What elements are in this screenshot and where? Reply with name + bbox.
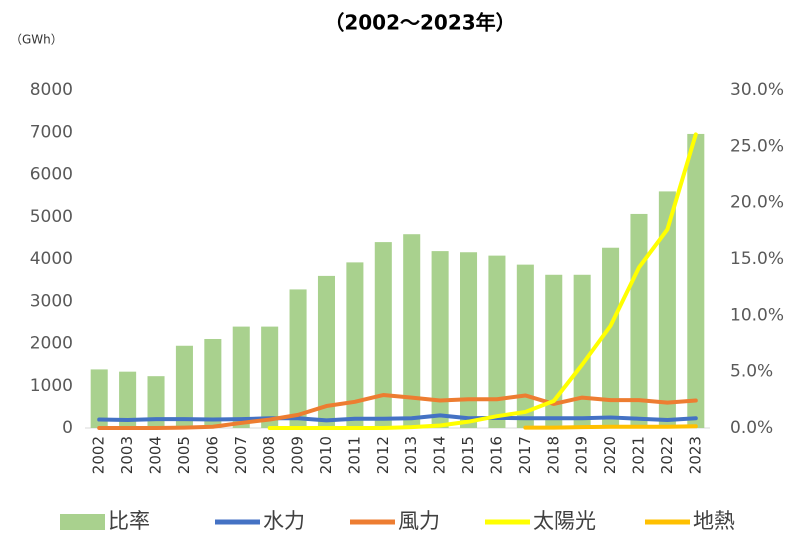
bar	[658, 191, 676, 428]
line	[267, 132, 698, 430]
bar	[630, 213, 648, 428]
x-tick-label: 2011	[345, 436, 363, 474]
bar	[573, 274, 591, 428]
y-axis-label: （GWh）	[10, 33, 63, 47]
x-tick-label: 2015	[459, 436, 477, 474]
bar	[232, 326, 250, 428]
x-tick-label: 2021	[629, 436, 647, 474]
bar	[687, 133, 705, 428]
bar	[602, 247, 620, 428]
y2-tick-label: 5.0%	[730, 362, 773, 382]
y-tick-label: 2000	[30, 334, 73, 354]
bar	[346, 262, 364, 428]
x-tick-label: 2010	[317, 436, 335, 474]
y2-tick-label: 30.0%	[730, 80, 784, 100]
y2-tick-label: 20.0%	[730, 193, 784, 213]
y2-tick-label: 0.0%	[730, 418, 773, 438]
bar	[431, 251, 449, 428]
bar	[545, 274, 563, 428]
x-tick-label: 2014	[431, 436, 449, 474]
bar	[488, 255, 506, 428]
y-tick-label: 1000	[30, 376, 73, 396]
bar	[147, 376, 165, 428]
bar	[204, 338, 222, 428]
x-tick-label: 2007	[232, 436, 250, 474]
bar	[403, 234, 421, 428]
y-tick-label: 3000	[30, 291, 73, 311]
bar	[119, 371, 137, 428]
legend-label: 水力	[263, 509, 305, 533]
x-tick-label: 2008	[260, 436, 278, 474]
legend-swatch	[60, 514, 105, 530]
x-tick-label: 2013	[402, 436, 420, 474]
x-tick-label: 2020	[601, 436, 619, 474]
line	[97, 393, 698, 430]
y2-tick-label: 10.0%	[730, 305, 784, 325]
x-tick-label: 2023	[686, 436, 704, 474]
x-tick-label: 2006	[203, 436, 221, 474]
y2-tick-label: 25.0%	[730, 136, 784, 156]
chart-title: （2002～2023年）	[324, 11, 515, 35]
y-tick-label: 4000	[30, 249, 73, 269]
legend-label: 風力	[398, 509, 440, 533]
x-tick-label: 2022	[658, 436, 676, 474]
x-tick-label: 2019	[573, 436, 591, 474]
bar	[317, 275, 335, 428]
x-tick-label: 2005	[175, 436, 193, 474]
x-tick-label: 2002	[90, 436, 108, 474]
x-tick-label: 2018	[544, 436, 562, 474]
bar	[374, 242, 392, 428]
x-tick-label: 2003	[118, 436, 136, 474]
y2-tick-label: 15.0%	[730, 249, 784, 269]
x-tick-label: 2012	[374, 436, 392, 474]
legend-label: 太陽光	[533, 509, 596, 533]
y-tick-label: 5000	[30, 207, 73, 227]
x-tick-label: 2016	[487, 436, 505, 474]
x-tick-label: 2017	[516, 436, 534, 474]
bar	[460, 252, 478, 428]
y-tick-label: 8000	[30, 80, 73, 100]
y-tick-label: 0	[62, 418, 73, 438]
bar	[289, 289, 307, 428]
y-tick-label: 7000	[30, 122, 73, 142]
x-tick-label: 2004	[147, 436, 165, 474]
legend-label: 比率	[108, 509, 150, 533]
bar	[261, 326, 279, 428]
line	[523, 424, 698, 430]
x-tick-label: 2009	[289, 436, 307, 474]
y-tick-label: 6000	[30, 165, 73, 185]
bar	[516, 264, 534, 428]
line	[97, 413, 698, 423]
bar	[90, 369, 108, 428]
legend-label: 地熱	[693, 509, 735, 533]
bar	[175, 345, 193, 428]
